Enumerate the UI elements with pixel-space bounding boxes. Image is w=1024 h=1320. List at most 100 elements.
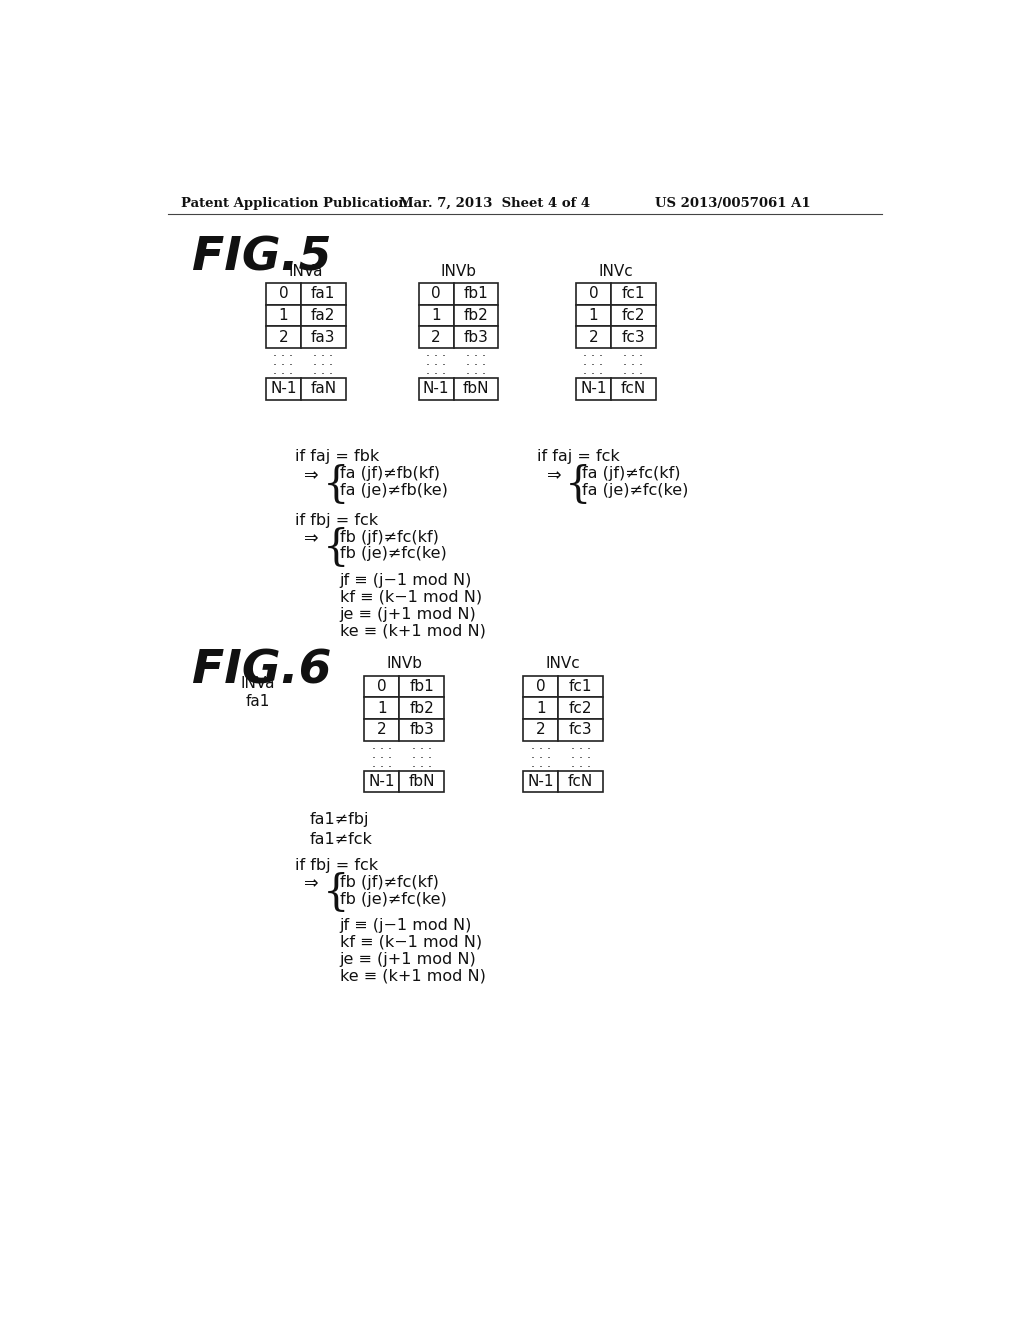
Text: INVb: INVb	[440, 264, 476, 279]
Text: fb3: fb3	[464, 330, 488, 345]
Text: Mar. 7, 2013  Sheet 4 of 4: Mar. 7, 2013 Sheet 4 of 4	[399, 197, 591, 210]
Text: fa (jf)≠fc(kf): fa (jf)≠fc(kf)	[583, 466, 681, 482]
Text: . . .: . . .	[372, 747, 392, 760]
Bar	[454, 284, 499, 305]
Text: {: {	[565, 465, 592, 506]
Text: jf ≡ (j−1 mod N): jf ≡ (j−1 mod N)	[340, 573, 472, 587]
Text: 0: 0	[377, 678, 387, 694]
Bar	[558, 719, 603, 741]
Text: ke ≡ (k+1 mod N): ke ≡ (k+1 mod N)	[340, 969, 485, 983]
Text: . . .: . . .	[584, 355, 603, 368]
Bar	[575, 378, 611, 400]
Text: ⇒: ⇒	[304, 529, 318, 548]
Text: INVc: INVc	[546, 656, 581, 671]
Text: fb2: fb2	[410, 701, 434, 715]
Text: . . .: . . .	[426, 346, 446, 359]
Bar	[558, 771, 603, 792]
Text: 1: 1	[279, 308, 288, 323]
Bar	[399, 771, 444, 792]
Text: fc1: fc1	[569, 678, 592, 694]
Text: Patent Application Publication: Patent Application Publication	[180, 197, 408, 210]
Text: 1: 1	[536, 701, 546, 715]
Bar	[419, 284, 454, 305]
Text: . . .: . . .	[426, 355, 446, 368]
Bar	[558, 697, 603, 719]
Bar	[523, 697, 558, 719]
Text: N-1: N-1	[581, 381, 606, 396]
Text: fb1: fb1	[464, 286, 488, 301]
Text: fb (je)≠fc(ke): fb (je)≠fc(ke)	[340, 891, 446, 907]
Bar	[266, 284, 301, 305]
Text: . . .: . . .	[624, 346, 643, 359]
Text: fb (je)≠fc(ke): fb (je)≠fc(ke)	[340, 546, 446, 561]
Bar	[611, 284, 655, 305]
Text: ⇒: ⇒	[304, 875, 318, 892]
Bar	[575, 305, 611, 326]
Bar	[523, 719, 558, 741]
Text: if faj = fck: if faj = fck	[538, 449, 620, 465]
Bar	[454, 305, 499, 326]
Text: fb2: fb2	[464, 308, 488, 323]
Text: . . .: . . .	[466, 364, 486, 378]
Text: US 2013/0057061 A1: US 2013/0057061 A1	[655, 197, 811, 210]
Text: if fbj = fck: if fbj = fck	[295, 512, 378, 528]
Text: 2: 2	[279, 330, 288, 345]
Text: INVb: INVb	[386, 656, 422, 671]
Text: fb (jf)≠fc(kf): fb (jf)≠fc(kf)	[340, 875, 438, 890]
Bar	[611, 378, 655, 400]
Text: . . .: . . .	[273, 364, 294, 378]
Text: ⇒: ⇒	[304, 466, 318, 484]
Text: fcN: fcN	[621, 381, 646, 396]
Text: FIG.6: FIG.6	[191, 648, 331, 693]
Text: . . .: . . .	[530, 747, 551, 760]
Text: 1: 1	[377, 701, 387, 715]
Text: . . .: . . .	[584, 346, 603, 359]
Text: 2: 2	[589, 330, 598, 345]
Bar	[575, 326, 611, 348]
Bar	[301, 378, 346, 400]
Bar	[611, 305, 655, 326]
Bar	[365, 676, 399, 697]
Text: . . .: . . .	[412, 756, 432, 770]
Bar	[523, 771, 558, 792]
Text: {: {	[323, 873, 349, 915]
Text: fc2: fc2	[569, 701, 592, 715]
Bar	[301, 284, 346, 305]
Text: fc3: fc3	[622, 330, 645, 345]
Bar	[301, 326, 346, 348]
Bar	[399, 697, 444, 719]
Text: fbN: fbN	[463, 381, 489, 396]
Text: fa1≠fck: fa1≠fck	[310, 832, 373, 846]
Text: je ≡ (j+1 mod N): je ≡ (j+1 mod N)	[340, 952, 476, 966]
Text: INVc: INVc	[598, 264, 633, 279]
Text: ⇒: ⇒	[547, 466, 561, 484]
Bar	[419, 305, 454, 326]
Text: INVa: INVa	[289, 264, 324, 279]
Text: fa1: fa1	[246, 694, 270, 709]
Text: fc2: fc2	[622, 308, 645, 323]
Text: INVa: INVa	[241, 676, 275, 690]
Text: fa3: fa3	[311, 330, 336, 345]
Bar	[454, 326, 499, 348]
Text: kf ≡ (k−1 mod N): kf ≡ (k−1 mod N)	[340, 590, 481, 605]
Bar	[419, 326, 454, 348]
Text: fa2: fa2	[311, 308, 336, 323]
Text: 2: 2	[536, 722, 546, 738]
Text: fc3: fc3	[568, 722, 593, 738]
Text: . . .: . . .	[584, 364, 603, 378]
Text: 0: 0	[536, 678, 546, 694]
Text: jf ≡ (j−1 mod N): jf ≡ (j−1 mod N)	[340, 917, 472, 933]
Text: . . .: . . .	[530, 739, 551, 751]
Bar	[454, 378, 499, 400]
Text: . . .: . . .	[530, 756, 551, 770]
Text: faN: faN	[310, 381, 336, 396]
Bar	[611, 326, 655, 348]
Text: 1: 1	[431, 308, 441, 323]
Text: . . .: . . .	[273, 346, 294, 359]
Text: fa1≠fbj: fa1≠fbj	[310, 812, 370, 826]
Bar	[419, 378, 454, 400]
Text: . . .: . . .	[313, 355, 333, 368]
Text: 0: 0	[589, 286, 598, 301]
Text: N-1: N-1	[369, 774, 395, 789]
Text: 0: 0	[431, 286, 441, 301]
